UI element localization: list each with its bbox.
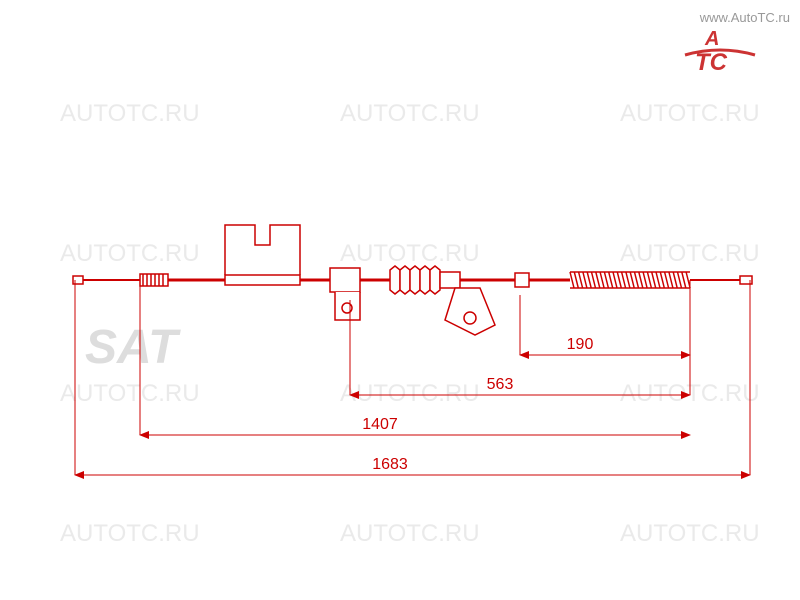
cable-part [73,225,752,335]
dimension-label: 1407 [362,416,398,433]
dimension-label: 190 [567,336,594,353]
dimension-label: 1683 [372,456,408,473]
technical-drawing: 190 563 1407 1683 [0,0,800,600]
dimension-label: 563 [487,376,514,393]
